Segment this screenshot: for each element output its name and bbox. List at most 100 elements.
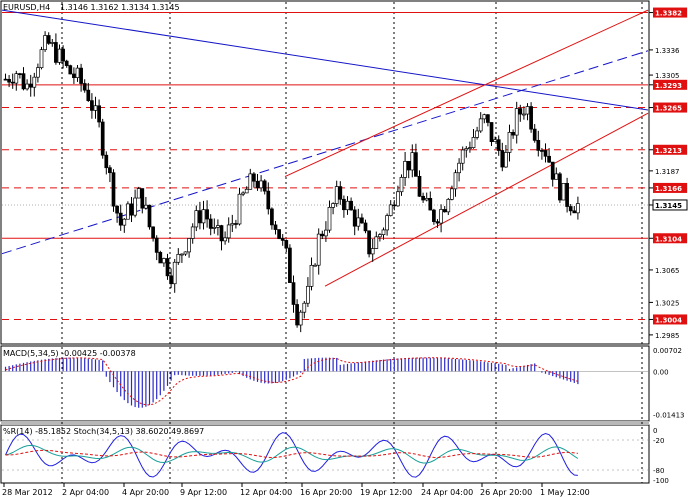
- candle-body: [399, 177, 404, 193]
- time-tick-label: 26 Apr 20:00: [480, 488, 532, 497]
- candle-body: [370, 248, 375, 255]
- candle-body: [118, 212, 123, 226]
- candle-body: [540, 150, 544, 152]
- candle-body: [536, 140, 541, 151]
- trendlines: [1, 9, 649, 287]
- candle-body: [446, 199, 451, 213]
- candle-body: [18, 73, 22, 76]
- level-label: 1.3104: [655, 235, 682, 243]
- candle-body: [39, 49, 44, 69]
- candle-body: [558, 173, 562, 201]
- candle-body: [363, 222, 368, 232]
- candle-body: [93, 105, 98, 111]
- candle-body: [367, 230, 371, 255]
- candle-body: [403, 160, 407, 178]
- candle-body: [306, 285, 310, 304]
- price-pane-frame: [0, 0, 650, 345]
- candle-body: [547, 155, 551, 163]
- chart-ohlc: 1.3146 1.3162 1.3134 1.3145: [60, 3, 180, 12]
- candle-body: [46, 35, 51, 44]
- time-tick-label: 28 Mar 2012: [2, 488, 53, 497]
- level-label-bg: [653, 7, 687, 18]
- candle-body: [21, 73, 26, 90]
- pane-separator: [1, 421, 649, 425]
- candle-body: [79, 67, 83, 84]
- candle-body: [313, 264, 317, 267]
- candle-body: [154, 237, 159, 253]
- candle-body: [10, 81, 15, 84]
- candle-body: [396, 191, 400, 207]
- candle-body: [266, 190, 271, 210]
- candle-body: [442, 209, 447, 213]
- candle-body: [50, 42, 55, 44]
- candle-body: [482, 114, 487, 120]
- candle-body: [198, 210, 202, 224]
- candle-body: [230, 223, 235, 226]
- price-tick-label: 1.3187: [655, 168, 680, 176]
- candle-body: [507, 132, 512, 153]
- price-axis: 1.3382 1.3336 1.3305 1.3293 1.3265 1.3213 1.31…: [649, 7, 688, 340]
- candle-body: [424, 198, 429, 201]
- candle-body: [205, 209, 209, 220]
- candle-body: [543, 150, 548, 157]
- level-label: 1.3382: [655, 10, 682, 18]
- price-tick-label: 1.3065: [655, 267, 680, 275]
- candle-body: [453, 172, 458, 190]
- macd-tick-label: -0.01413: [653, 411, 684, 419]
- candle-body: [201, 209, 206, 224]
- time-tick-label: 24 Apr 04:00: [421, 488, 473, 497]
- candle-body: [514, 108, 519, 136]
- candle-body: [43, 35, 47, 51]
- candle-body: [169, 275, 173, 285]
- candle-body: [100, 121, 105, 156]
- candle-body: [378, 234, 382, 238]
- candle-body: [223, 237, 227, 242]
- candle-body: [385, 215, 389, 231]
- candle-body: [28, 83, 33, 88]
- candle-body: [86, 89, 91, 101]
- candle-body: [522, 113, 526, 116]
- candle-body: [327, 206, 332, 231]
- candle-body: [57, 48, 62, 63]
- candle-body: [576, 203, 580, 214]
- candle-body: [36, 67, 40, 78]
- candle-body: [68, 65, 73, 75]
- time-axis: 28 Mar 2012 2 Apr 04:00 4 Apr 20:00 9 Apr 1…: [2, 483, 590, 497]
- level-label: 1.3265: [655, 105, 682, 113]
- candle-body: [252, 173, 256, 182]
- osc-label: %R(14) -85.1852 Stoch(34,5,13) 38.6020 4…: [3, 427, 204, 436]
- candle-body: [133, 197, 137, 216]
- candle-body: [32, 76, 37, 88]
- candle-body: [338, 186, 343, 200]
- candle-body: [244, 188, 249, 194]
- candle-body: [460, 149, 465, 164]
- candle-body: [151, 226, 155, 239]
- candle-body: [478, 118, 483, 132]
- candle-body: [54, 42, 58, 63]
- candle-body: [237, 193, 242, 225]
- candle-body: [406, 160, 411, 171]
- osc-tick-label: 0: [653, 427, 657, 435]
- candle-body: [414, 152, 418, 177]
- candle-body: [374, 236, 379, 249]
- candle-body: [25, 83, 29, 90]
- candle-body: [158, 252, 163, 264]
- macd-series: 0.00702 0.00 -0.01413: [2, 347, 684, 419]
- candle-body: [439, 209, 443, 224]
- candle-body: [3, 78, 8, 81]
- candle-body: [349, 200, 353, 211]
- candle-body: [226, 224, 231, 239]
- candle-body: [208, 218, 213, 229]
- level-label: 1.3166: [655, 185, 682, 193]
- candle-body: [176, 253, 181, 263]
- candle-body: [504, 152, 508, 168]
- candle-body: [136, 188, 141, 199]
- candle-body: [165, 258, 170, 277]
- candle-body: [187, 238, 191, 253]
- stoch-main-line: [5, 444, 579, 464]
- candle-body: [525, 106, 530, 115]
- candle-body: [345, 200, 350, 211]
- candle-body: [248, 173, 253, 190]
- candle-body: [561, 183, 566, 201]
- candle-body: [568, 206, 573, 212]
